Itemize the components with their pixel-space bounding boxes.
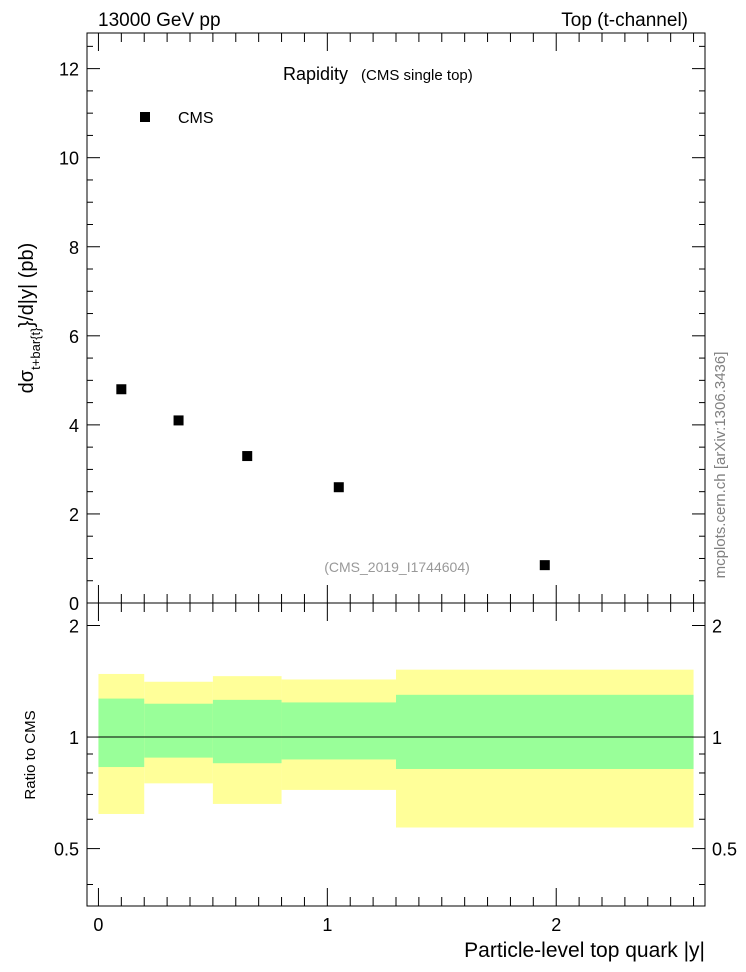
y-axis-label-subscript: t+bar{t} — [28, 327, 43, 370]
y-axis-label-main: dσt+bar{t}}/d|y| (pb) — [16, 243, 43, 394]
data-point-cms — [333, 482, 344, 493]
legend-marker-cms — [140, 112, 150, 122]
data-point-cms — [116, 384, 127, 395]
header-right-label: Top (t-channel) — [561, 10, 688, 31]
ratio-y-tick-label: 1 — [69, 728, 79, 748]
main-y-axis: 0 2 4 6 8 10 12 — [59, 45, 705, 614]
uncertainty-bands — [98, 669, 694, 828]
ratio-y-axis: 0.5 0.5 1 1 2 2 — [54, 616, 737, 886]
uncertainty-band-segment — [98, 698, 145, 768]
uncertainty-band-segment — [281, 702, 396, 760]
data-point-cms — [242, 451, 253, 462]
legend: CMS — [140, 110, 214, 127]
x-tick-label: 2 — [551, 915, 561, 935]
y-tick-label: 4 — [69, 416, 79, 436]
y-tick-label: 12 — [59, 60, 79, 80]
ratio-y-tick-label: 2 — [69, 616, 79, 636]
x-tick-label: 0 — [93, 915, 103, 935]
ratio-y-tick-label-right: 1 — [712, 728, 722, 748]
y-tick-label: 0 — [69, 594, 79, 614]
x-axis-label: Particle-level top quark |y| — [464, 939, 705, 962]
ratio-y-tick-label-right: 0.5 — [712, 840, 737, 860]
main-x-axis-ticks — [97, 33, 695, 603]
header-left-label: 13000 GeV pp — [98, 10, 221, 31]
y-axis-label-symbol: dσ — [16, 369, 38, 393]
chart-title-main: Rapidity — [283, 64, 348, 84]
side-watermark-label: mcplots.cern.ch [arXiv:1306.3436] — [712, 352, 729, 579]
ratio-y-axis-label: Ratio to CMS — [22, 710, 39, 799]
uncertainty-band-segment — [144, 703, 213, 758]
x-tick-label: 1 — [322, 915, 332, 935]
y-tick-label: 8 — [69, 238, 79, 258]
chart-subtitle: (CMS single top) — [361, 67, 473, 84]
chart-title: Rapidity (CMS single top) — [283, 64, 473, 84]
legend-label-cms: CMS — [178, 110, 214, 127]
analysis-tag: (CMS_2019_I1744604) — [324, 559, 470, 575]
data-points — [116, 384, 550, 571]
ratio-y-tick-label: 0.5 — [54, 840, 79, 860]
data-point-cms — [173, 415, 184, 426]
y-tick-label: 6 — [69, 327, 79, 347]
uncertainty-band-segment — [396, 694, 694, 769]
y-axis-label-tail: }/d|y| (pb) — [16, 243, 38, 328]
data-point-cms — [539, 560, 550, 571]
ratio-x-axis: 0 1 2 — [93, 603, 695, 935]
ratio-plot-panel: 0.5 0.5 1 1 2 2 0 1 2 Ratio to CMS Particle-lev… — [22, 602, 737, 962]
y-tick-label: 10 — [59, 149, 79, 169]
uncertainty-band-segment — [212, 699, 282, 764]
ratio-y-tick-label-right: 2 — [712, 616, 722, 636]
y-tick-label: 2 — [69, 505, 79, 525]
